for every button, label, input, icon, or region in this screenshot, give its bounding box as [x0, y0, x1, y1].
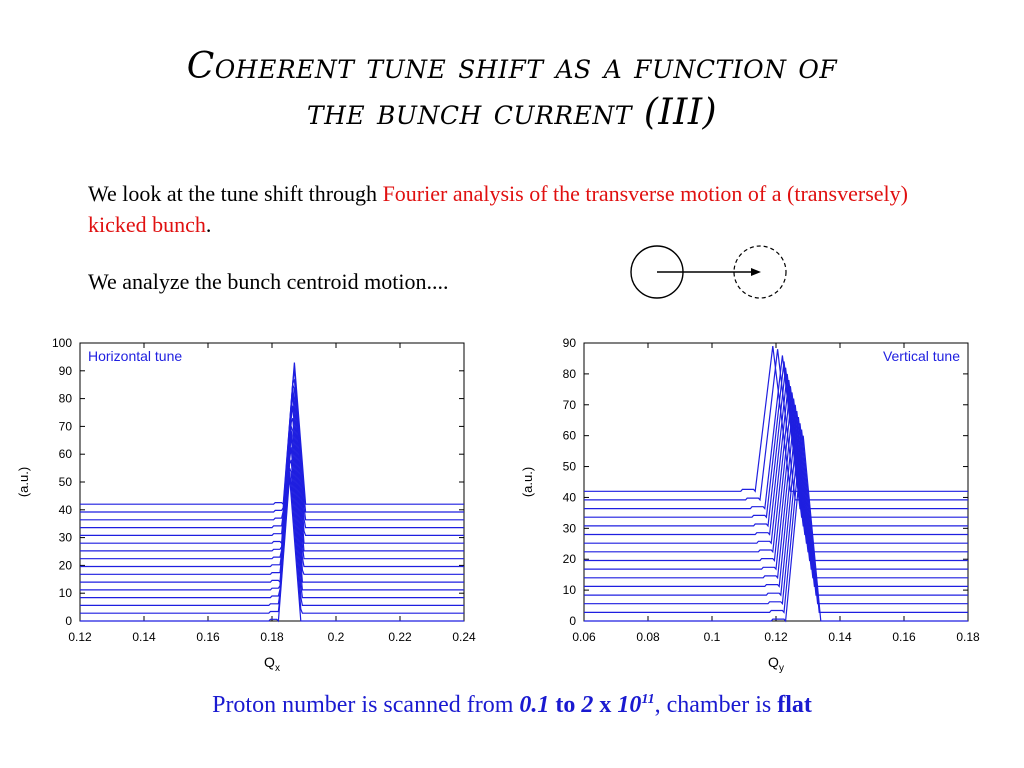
caption-mid: , chamber is — [654, 692, 778, 718]
y-axis-label: (a.u.) — [520, 467, 535, 497]
series-line — [584, 398, 968, 571]
series-line — [80, 388, 464, 536]
caption-exponent: 11 — [641, 692, 655, 707]
x-tick-label: 0.16 — [892, 630, 916, 644]
paragraph-end: . — [205, 212, 212, 237]
x-tick-label: 0.18 — [956, 630, 980, 644]
series-line — [80, 369, 464, 513]
caption-from: 0.1 — [519, 692, 550, 718]
slide-caption: Proton number is scanned from 0.1 to 2 x… — [0, 692, 1024, 719]
y-tick-label: 0 — [569, 614, 576, 628]
caption-to-word: to — [549, 692, 582, 718]
x-tick-label: 0.06 — [572, 630, 596, 644]
y-tick-label: 80 — [59, 392, 73, 406]
y-tick-label: 40 — [59, 503, 73, 517]
series-line — [80, 379, 464, 521]
x-tick-label: 0.2 — [328, 630, 345, 644]
x-tick-label: 0.22 — [388, 630, 412, 644]
title-line-1: Coherent tune shift as a function of — [186, 46, 838, 87]
series-line — [80, 430, 464, 575]
plot-frame — [79, 342, 465, 622]
y-tick-label: 70 — [563, 398, 577, 412]
x-tick-label: 0.16 — [196, 630, 220, 644]
title-line-2: the bunch current (III) — [306, 92, 718, 133]
series-line — [584, 417, 968, 597]
x-tick-label: 0.14 — [132, 630, 156, 644]
y-tick-label: 10 — [563, 583, 577, 597]
chart-legend-label: Vertical tune — [883, 348, 960, 364]
series-line — [584, 423, 968, 606]
kick-arrowhead — [751, 268, 761, 276]
series-line — [80, 447, 464, 591]
y-tick-label: 60 — [563, 429, 577, 443]
y-tick-label: 60 — [59, 447, 73, 461]
series-line — [80, 472, 464, 614]
y-tick-label: 20 — [59, 558, 73, 572]
series-line — [80, 426, 464, 568]
plot-frame — [583, 342, 969, 622]
series-line — [584, 386, 968, 554]
x-tick-label: 0.08 — [636, 630, 660, 644]
caption-prefix: Proton number is scanned from — [212, 692, 520, 718]
caption-to: 2 — [581, 692, 594, 718]
y-tick-label: 50 — [59, 475, 73, 489]
x-tick-label: 0.12 — [764, 630, 788, 644]
y-tick-label: 70 — [59, 419, 73, 433]
y-tick-label: 100 — [52, 336, 72, 350]
paragraph-centroid: We analyze the bunch centroid motion.... — [88, 269, 449, 294]
series-line — [80, 467, 464, 606]
series-line — [80, 459, 464, 599]
series-line — [584, 349, 968, 502]
series-line — [80, 392, 464, 545]
series-line — [80, 362, 464, 506]
series-line — [584, 380, 968, 545]
x-tick-label: 0.1 — [704, 630, 721, 644]
y-axis-label: (a.u.) — [16, 467, 31, 497]
series-line — [584, 373, 968, 536]
caption-flat: flat — [777, 692, 812, 718]
y-tick-label: 50 — [563, 460, 577, 474]
series-line — [584, 429, 968, 614]
x-tick-label: 0.18 — [260, 630, 284, 644]
y-tick-label: 40 — [563, 490, 577, 504]
caption-base: 10 — [617, 692, 642, 718]
series-line — [584, 404, 968, 580]
slide-title: Coherent tune shift as a function of the… — [0, 44, 1024, 136]
series-line — [584, 361, 968, 519]
chart-legend-label: Horizontal tune — [88, 348, 182, 364]
x-axis-label: Qy — [768, 654, 784, 674]
series-line — [584, 355, 968, 511]
series-line — [80, 434, 464, 584]
series-line — [80, 417, 464, 560]
y-tick-label: 20 — [563, 552, 577, 566]
y-tick-label: 30 — [563, 521, 577, 535]
y-tick-label: 10 — [59, 586, 73, 600]
series-line — [584, 346, 968, 493]
series-line — [584, 410, 968, 588]
series-line — [80, 405, 464, 552]
caption-times: x — [593, 692, 618, 718]
paragraph-text: We look at the tune shift through — [88, 181, 383, 206]
y-tick-label: 90 — [563, 336, 577, 350]
bunch-circle-kicked — [733, 245, 787, 299]
bunch-kick-diagram — [630, 245, 787, 299]
highlighted-text: Fourier analysis of the transverse motio… — [88, 181, 908, 237]
series-line — [80, 384, 464, 529]
series-line — [584, 392, 968, 562]
series-line — [584, 435, 968, 623]
y-tick-label: 90 — [59, 364, 73, 378]
y-tick-label: 0 — [65, 614, 72, 628]
x-tick-label: 0.12 — [68, 630, 92, 644]
y-tick-label: 80 — [563, 367, 577, 381]
vertical-tune-chart: 0 10 20 30 40 50 60 70 80 90 0.06 0.08 0.1 0.12 0.14 0.… — [520, 336, 980, 674]
series-line — [80, 476, 464, 623]
x-tick-label: 0.24 — [452, 630, 476, 644]
x-axis-label: Qx — [264, 654, 280, 674]
series-line — [584, 367, 968, 528]
y-tick-label: 30 — [59, 531, 73, 545]
horizontal-tune-chart: 0 10 20 30 40 50 60 70 80 90 100 0.12 0.14 0.16 0.18 0.… — [16, 336, 476, 674]
x-tick-label: 0.14 — [828, 630, 852, 644]
paragraph-fourier: We look at the tune shift through Fourie… — [88, 178, 948, 240]
